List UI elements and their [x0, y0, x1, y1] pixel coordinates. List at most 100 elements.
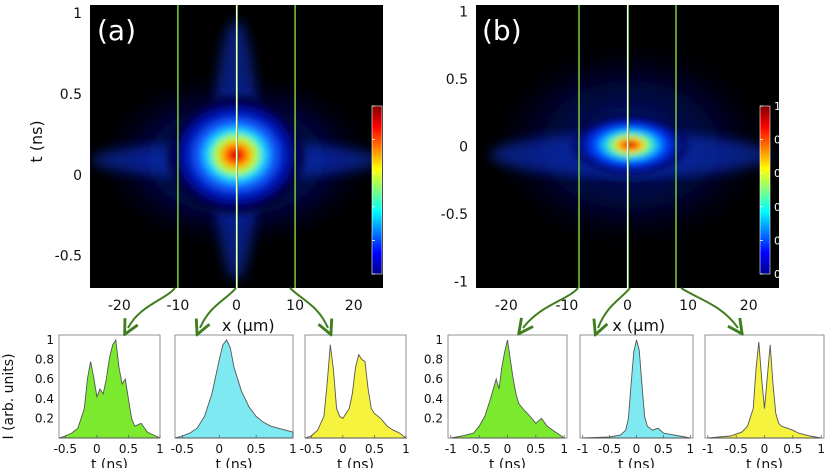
- lineplot-b2-xtick-label: -1: [577, 442, 589, 456]
- lineplot-a1-xtick-label: 0: [93, 442, 101, 456]
- heatmap-a-colorbar-label: 0.2: [386, 234, 404, 247]
- heatmap-a-colorbar-label: 0: [386, 268, 393, 281]
- heatmap-b-field: [480, 35, 779, 255]
- heatmap-b-axes: -20 -10 0 10 20 -1 -0.5 0 0.5 1 x (μm) 0 0.2 0.4 0.6 0.…: [441, 5, 792, 335]
- heatmap-a-colorbar-label: 0.4: [386, 201, 404, 214]
- heatmap-b-ytick-label: 0: [459, 140, 468, 156]
- lineplot-b1-ytick-label: 0.2: [424, 411, 443, 425]
- lineplot-a2-xlabel: t (ns): [215, 457, 252, 468]
- lineplot-b1-xtick-label: -1: [445, 442, 457, 456]
- heatmap-a-ytick-label: 0.5: [60, 87, 82, 103]
- lineplot-a3-xlabel: t (ns): [337, 457, 374, 468]
- lineplot-a2-xtick-label: 0: [215, 442, 223, 456]
- lineplot-b2: -1 -0.5 0 0.5 1 t (ns): [577, 334, 694, 468]
- lineplot-a3-xtick-label: 0.5: [365, 442, 384, 456]
- heatmap-a-xtick-label: -10: [166, 298, 189, 314]
- lineplot-b3: -1 -0.5 0 0.5 1 t (ns): [702, 334, 825, 468]
- heatmap-a-xtick-label: 0: [232, 298, 241, 314]
- heatmap-a-colorbar-label: 0.8: [386, 134, 404, 147]
- lineplot-b1-area: [450, 339, 566, 439]
- lineplot-a2-xtick-label: 0.5: [247, 442, 266, 456]
- lineplot-a1-ytick-label: 0.4: [35, 392, 54, 406]
- heatmap-b-ytick-label: 0.5: [446, 72, 468, 88]
- heatmap-a-colorbar-label: 1: [386, 100, 393, 113]
- lineplot-b3-xlabel: t (ns): [746, 457, 783, 468]
- heatmap-b-peak: [568, 113, 692, 177]
- lineplot-b3-xtick-label: 0: [761, 442, 769, 456]
- lineplot-a1-xlabel: t (ns): [91, 457, 128, 468]
- lineplot-b1-xtick-label: -0.5: [467, 442, 490, 456]
- lineplot-a1-ylabel: I (arb. units): [1, 353, 17, 439]
- heatmap-b-xlabel: x (μm): [612, 316, 665, 335]
- lineplot-b2-area: [582, 339, 691, 439]
- lineplot-b1-ytick-label: 1: [435, 333, 443, 347]
- lineplot-a1-ytick-label: 0.6: [35, 372, 54, 386]
- lineplot-b1-xtick-label: 0: [504, 442, 512, 456]
- guide-arrow-3: [523, 287, 579, 328]
- heatmap-b-colorbar-label: 0.2: [774, 234, 792, 247]
- heatmap-b-ytick-label: 1: [459, 5, 468, 21]
- lineplot-a2: -0.5 0 0.5 1 t (ns): [171, 334, 297, 468]
- lineplot-a1-ytick-label: 0.8: [35, 353, 54, 367]
- heatmap-b-colorbar-label: 0: [774, 268, 781, 281]
- lineplot-b1: -1 -0.5 0 0.5 1 0.2 0.4 0.6 0.8 1 t (ns): [424, 333, 568, 468]
- lineplot-b3-area: [707, 341, 822, 439]
- lineplot-a3-area: [304, 344, 408, 439]
- lineplot-b1-ytick-label: 0.4: [424, 392, 443, 406]
- heatmap-a-ytick-label: -0.5: [55, 249, 82, 265]
- heatmap-b-colorbar: [759, 105, 771, 275]
- lineplot-b2-xlabel: t (ns): [618, 457, 655, 468]
- heatmap-a-colorbar: [371, 105, 383, 275]
- lineplot-a3-xtick-label: 0: [339, 442, 347, 456]
- heatmap-a-xlabel: x (μm): [222, 316, 275, 335]
- guide-arrow-1: [200, 287, 237, 328]
- guide-arrow-0: [128, 287, 176, 328]
- lineplot-b2-xtick-label: 1: [686, 442, 694, 456]
- heatmap-b-xtick-label: -10: [555, 298, 578, 314]
- guide-arrow-2: [289, 287, 328, 328]
- heatmap-a-xtick-label: -20: [108, 298, 131, 314]
- lineplot-a2-xtick-label: 1: [289, 442, 297, 456]
- heatmap-a-ylabel: t (ns): [27, 120, 46, 162]
- lineplot-b3-xtick-label: -1: [702, 442, 714, 456]
- heatmap-b-ytick-label: -0.5: [441, 207, 468, 223]
- heatmap-b-ytick-label: -1: [454, 274, 468, 290]
- heatmap-b-colorbar-label: 0.8: [774, 134, 792, 147]
- heatmap-a-xtick-label: 10: [286, 298, 304, 314]
- lineplot-a3-xtick-label: -0.5: [300, 442, 323, 456]
- lineplot-a2-xtick-label: -0.5: [171, 442, 194, 456]
- lineplot-a1-xtick-label: -0.5: [54, 442, 77, 456]
- panel-label-a: (a): [97, 14, 136, 47]
- lineplot-b3-xtick-label: 0.5: [783, 442, 802, 456]
- heatmap-b-colorbar-label: 1: [774, 100, 781, 113]
- lineplot-a1: -0.5 0 0.5 1 0.2 0.4 0.6 0.8 1 t (ns) I (arb. unit…: [1, 333, 164, 468]
- guide-arrow-4: [598, 287, 631, 328]
- lineplot-a1-xtick-label: 0.5: [119, 442, 138, 456]
- lineplot-b1-xlabel: t (ns): [489, 457, 526, 468]
- lineplot-b1-ytick-label: 0.8: [424, 353, 443, 367]
- lineplot-b2-xtick-label: 0: [633, 442, 641, 456]
- heatmap-b-colorbar-label: 0.4: [774, 201, 792, 214]
- guide-arrow-5: [680, 287, 738, 328]
- heatmap-b-xtick-label: -20: [495, 298, 518, 314]
- lineplot-a2-area: [174, 339, 294, 439]
- heatmap-b-xtick-label: 0: [623, 298, 632, 314]
- lineplot-b3-xtick-label: 1: [817, 442, 825, 456]
- lineplot-a3-xtick-label: 1: [402, 442, 410, 456]
- heatmap-a-colorbar-label: 0.6: [386, 167, 404, 180]
- panel-label-b: (b): [482, 14, 522, 47]
- heatmap-a-xtick-label: 20: [345, 298, 363, 314]
- heatmap-a-ytick-label: 0: [73, 168, 82, 184]
- lineplot-a3: -0.5 0 0.5 1 t (ns): [300, 334, 410, 468]
- lineplot-b1-xtick-label: 1: [560, 442, 568, 456]
- heatmap-a-ytick-label: 1: [73, 6, 82, 22]
- lineplot-a1-xtick-label: 1: [156, 442, 164, 456]
- lineplot-b3-xtick-label: -0.5: [724, 442, 747, 456]
- heatmap-b-xtick-label: 20: [740, 298, 758, 314]
- heatmap-b-colorbar-label: 0.6: [774, 167, 792, 180]
- lineplot-a1-ytick-label: 1: [46, 333, 54, 347]
- heatmap-a-axes: -20 -10 0 10 20 -0.5 0 0.5 1 x (μm) t (ns) 0 0.2 0.4 0…: [27, 5, 404, 335]
- lineplot-b2-xtick-label: 0.5: [654, 442, 673, 456]
- lineplot-b2-xtick-label: -0.5: [598, 442, 621, 456]
